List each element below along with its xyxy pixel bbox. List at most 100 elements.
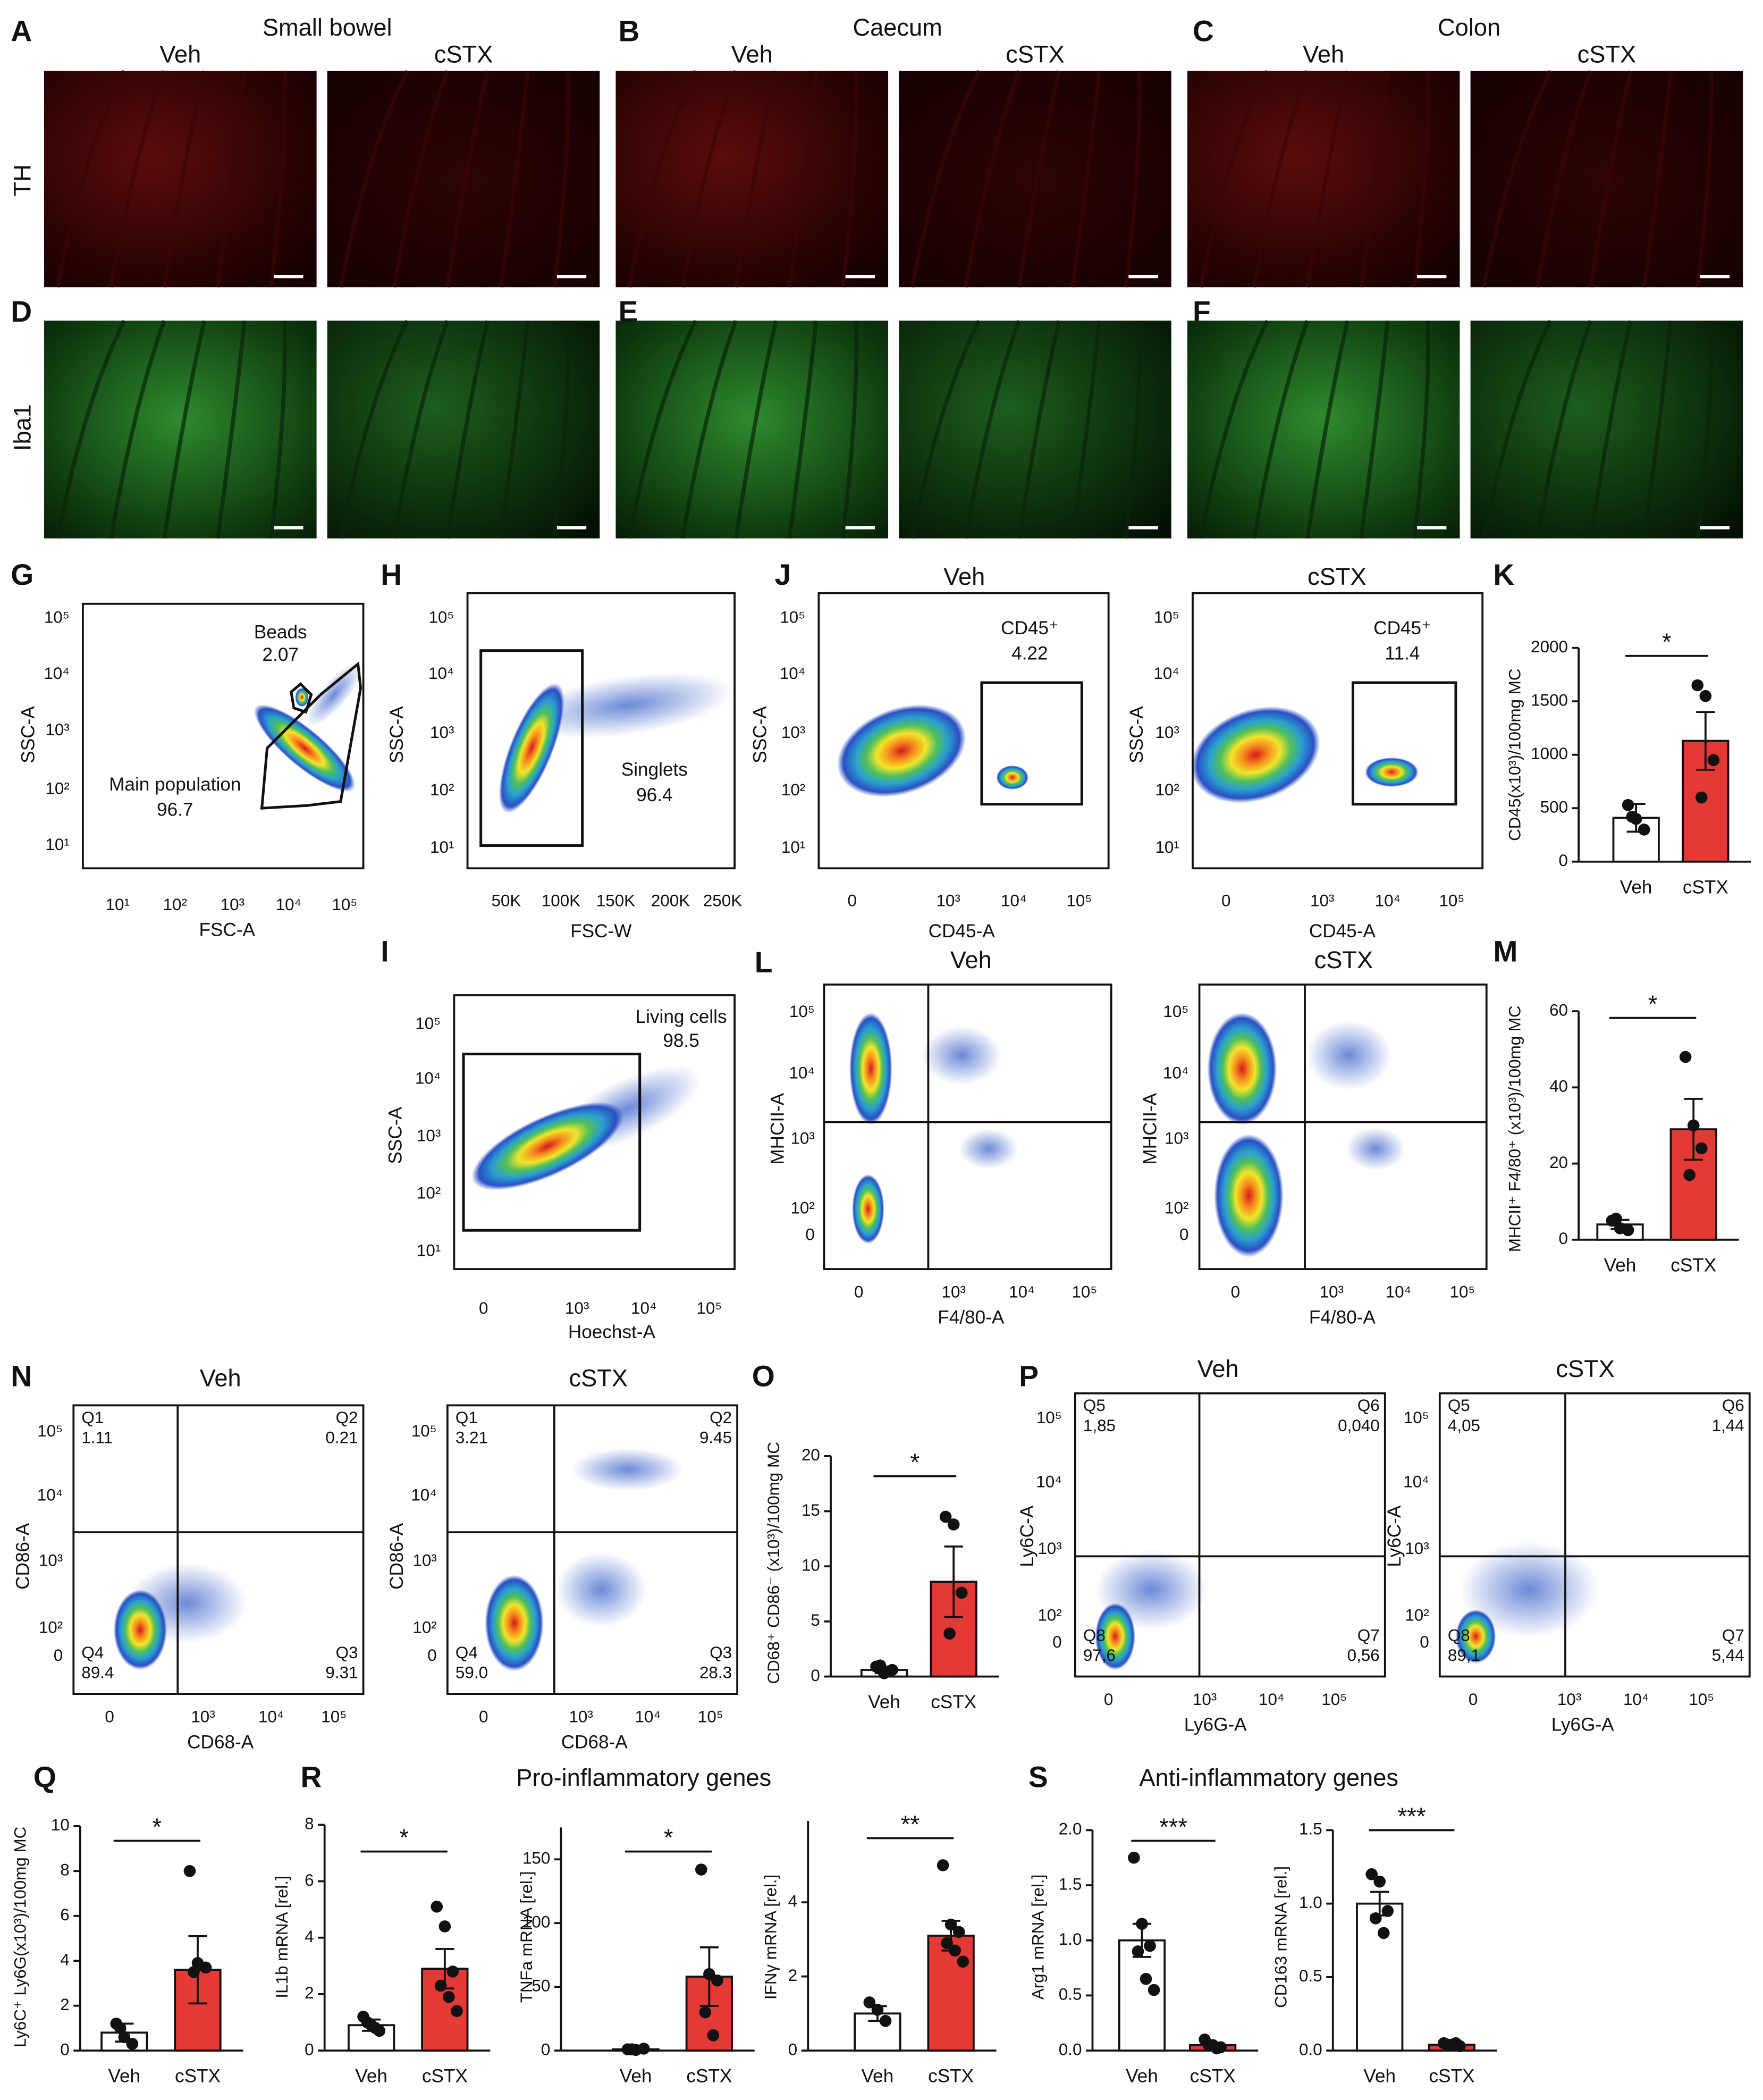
y-tick-label: 0.0 — [1059, 2040, 1082, 2059]
data-point — [1128, 1851, 1140, 1864]
tissue-texture — [627, 320, 698, 539]
x-axis-label: CD45-A — [1309, 921, 1376, 942]
tissue-texture — [964, 320, 1021, 539]
y-axis-label: TNFa mRNA [rel.] — [517, 1871, 536, 2003]
y-tick-label: 100 — [522, 1913, 550, 1931]
y-tick-label: 0 — [1559, 1229, 1568, 1248]
data-point — [886, 1664, 898, 1676]
y-tick-label: 10 — [802, 1556, 820, 1574]
flow-plot — [1074, 1392, 1386, 1678]
plot-frame — [82, 602, 365, 870]
panel-letter: K — [1493, 558, 1514, 591]
x-tick-label: Veh — [868, 1692, 900, 1712]
tissue-texture — [910, 70, 981, 288]
y-tick-label: 4 — [788, 1892, 797, 1910]
gate-value: 96.4 — [636, 785, 672, 805]
data-point — [957, 1955, 969, 1968]
y-tick-label: 10³ — [417, 1127, 441, 1145]
x-tick-label: 10⁴ — [631, 1299, 656, 1317]
tissue-texture — [339, 70, 409, 288]
tissue-texture — [1359, 320, 1390, 539]
x-axis-label: FSC-W — [570, 921, 632, 942]
y-tick-label: 0 — [1179, 1225, 1188, 1244]
quadrant-name: Q1 — [81, 1408, 104, 1427]
density-cloud — [295, 688, 309, 707]
quadrant-value: 1,44 — [1712, 1416, 1744, 1435]
quadrant-name: Q5 — [1448, 1396, 1470, 1415]
data-point — [199, 1961, 212, 1974]
y-tick-label: 10³ — [781, 723, 805, 742]
plot-title: Veh — [950, 946, 992, 973]
y-tick-label: 0 — [427, 1646, 436, 1665]
data-point — [443, 1990, 455, 2003]
quadrant-value: 0.21 — [325, 1428, 358, 1447]
condition-label: cSTX — [434, 40, 493, 68]
x-tick-label: cSTX — [1671, 1255, 1716, 1275]
x-tick-label: 0 — [479, 1299, 488, 1317]
data-point — [1144, 1939, 1156, 1952]
region-title: Colon — [1438, 14, 1500, 41]
data-point — [937, 1859, 949, 1871]
y-tick-label: 0 — [60, 2040, 69, 2059]
y-tick-label: 0 — [805, 1225, 814, 1244]
tissue-texture — [162, 70, 207, 288]
gate-name: Beads — [254, 621, 307, 642]
density-cloud — [521, 673, 734, 738]
gate-name: Singlets — [621, 759, 688, 780]
quadrant-value: 5,44 — [1712, 1646, 1744, 1665]
y-axis-label: MHCII⁺ F4/80⁺ (x10³)/100mg MC — [1505, 1005, 1524, 1252]
y-tick-label: 10⁴ — [411, 1486, 436, 1505]
y-tick-label: 150 — [522, 1849, 550, 1868]
plot-frame — [72, 1404, 365, 1695]
data-point — [871, 2004, 884, 2016]
data-point — [955, 1586, 968, 1599]
y-tick-label: 10¹ — [1155, 838, 1179, 856]
tissue-texture — [840, 71, 859, 288]
quadrant-name: Q6 — [1722, 1396, 1744, 1415]
plot-frame — [1198, 983, 1488, 1270]
x-tick-label: 10⁴ — [635, 1708, 661, 1726]
density-cloud — [921, 1026, 1002, 1085]
data-point — [183, 1865, 196, 1877]
micrograph — [1470, 321, 1743, 539]
quadrant-value: 1.11 — [81, 1428, 113, 1447]
y-tick-label: 10² — [1155, 780, 1179, 799]
y-tick-label: 2 — [305, 1984, 314, 2002]
y-axis-label: CD45(x10³)/100mg MC — [1505, 668, 1524, 841]
x-tick-label: 10² — [163, 895, 187, 914]
y-tick-label: 10 — [51, 1816, 70, 1834]
significance: * — [153, 1813, 162, 1841]
x-tick-label: cSTX — [422, 2066, 468, 2087]
panel-letter: Q — [33, 1761, 56, 1794]
y-tick-label: 2 — [60, 1995, 69, 2014]
x-axis-label: F4/80-A — [938, 1307, 1005, 1328]
tissue-texture — [552, 320, 570, 539]
gate — [479, 649, 584, 847]
data-point — [438, 1920, 451, 1933]
plot-frame — [1438, 1392, 1751, 1678]
quadrant-name: Q7 — [1357, 1626, 1380, 1644]
x-tick-label: 10⁵ — [1689, 1690, 1714, 1709]
data-point — [1695, 1142, 1708, 1155]
micrograph — [327, 71, 600, 288]
tissue-texture — [269, 320, 287, 539]
y-axis-label: SSC-A — [385, 1107, 406, 1164]
y-tick-label: 10² — [430, 780, 454, 799]
y-axis-label: IFNγ mRNA [rel.] — [762, 1875, 780, 2000]
y-tick-label: 10⁵ — [789, 1002, 815, 1021]
tissue-texture — [1482, 320, 1553, 539]
y-tick-label: 8 — [60, 1861, 69, 1879]
x-tick-label: cSTX — [175, 2066, 221, 2087]
y-tick-label: 20 — [802, 1446, 820, 1464]
condition-label: cSTX — [1578, 40, 1637, 68]
data-point — [879, 2014, 892, 2027]
y-tick-label: 1500 — [1531, 691, 1568, 709]
tissue-texture — [1199, 320, 1270, 539]
quadrant-value: 4,05 — [1448, 1416, 1480, 1435]
data-point — [944, 1918, 957, 1931]
panel-letter: H — [381, 558, 402, 591]
data-point — [451, 2005, 463, 2018]
x-tick-label: 10⁴ — [1386, 1283, 1411, 1301]
tissue-texture — [392, 320, 450, 539]
